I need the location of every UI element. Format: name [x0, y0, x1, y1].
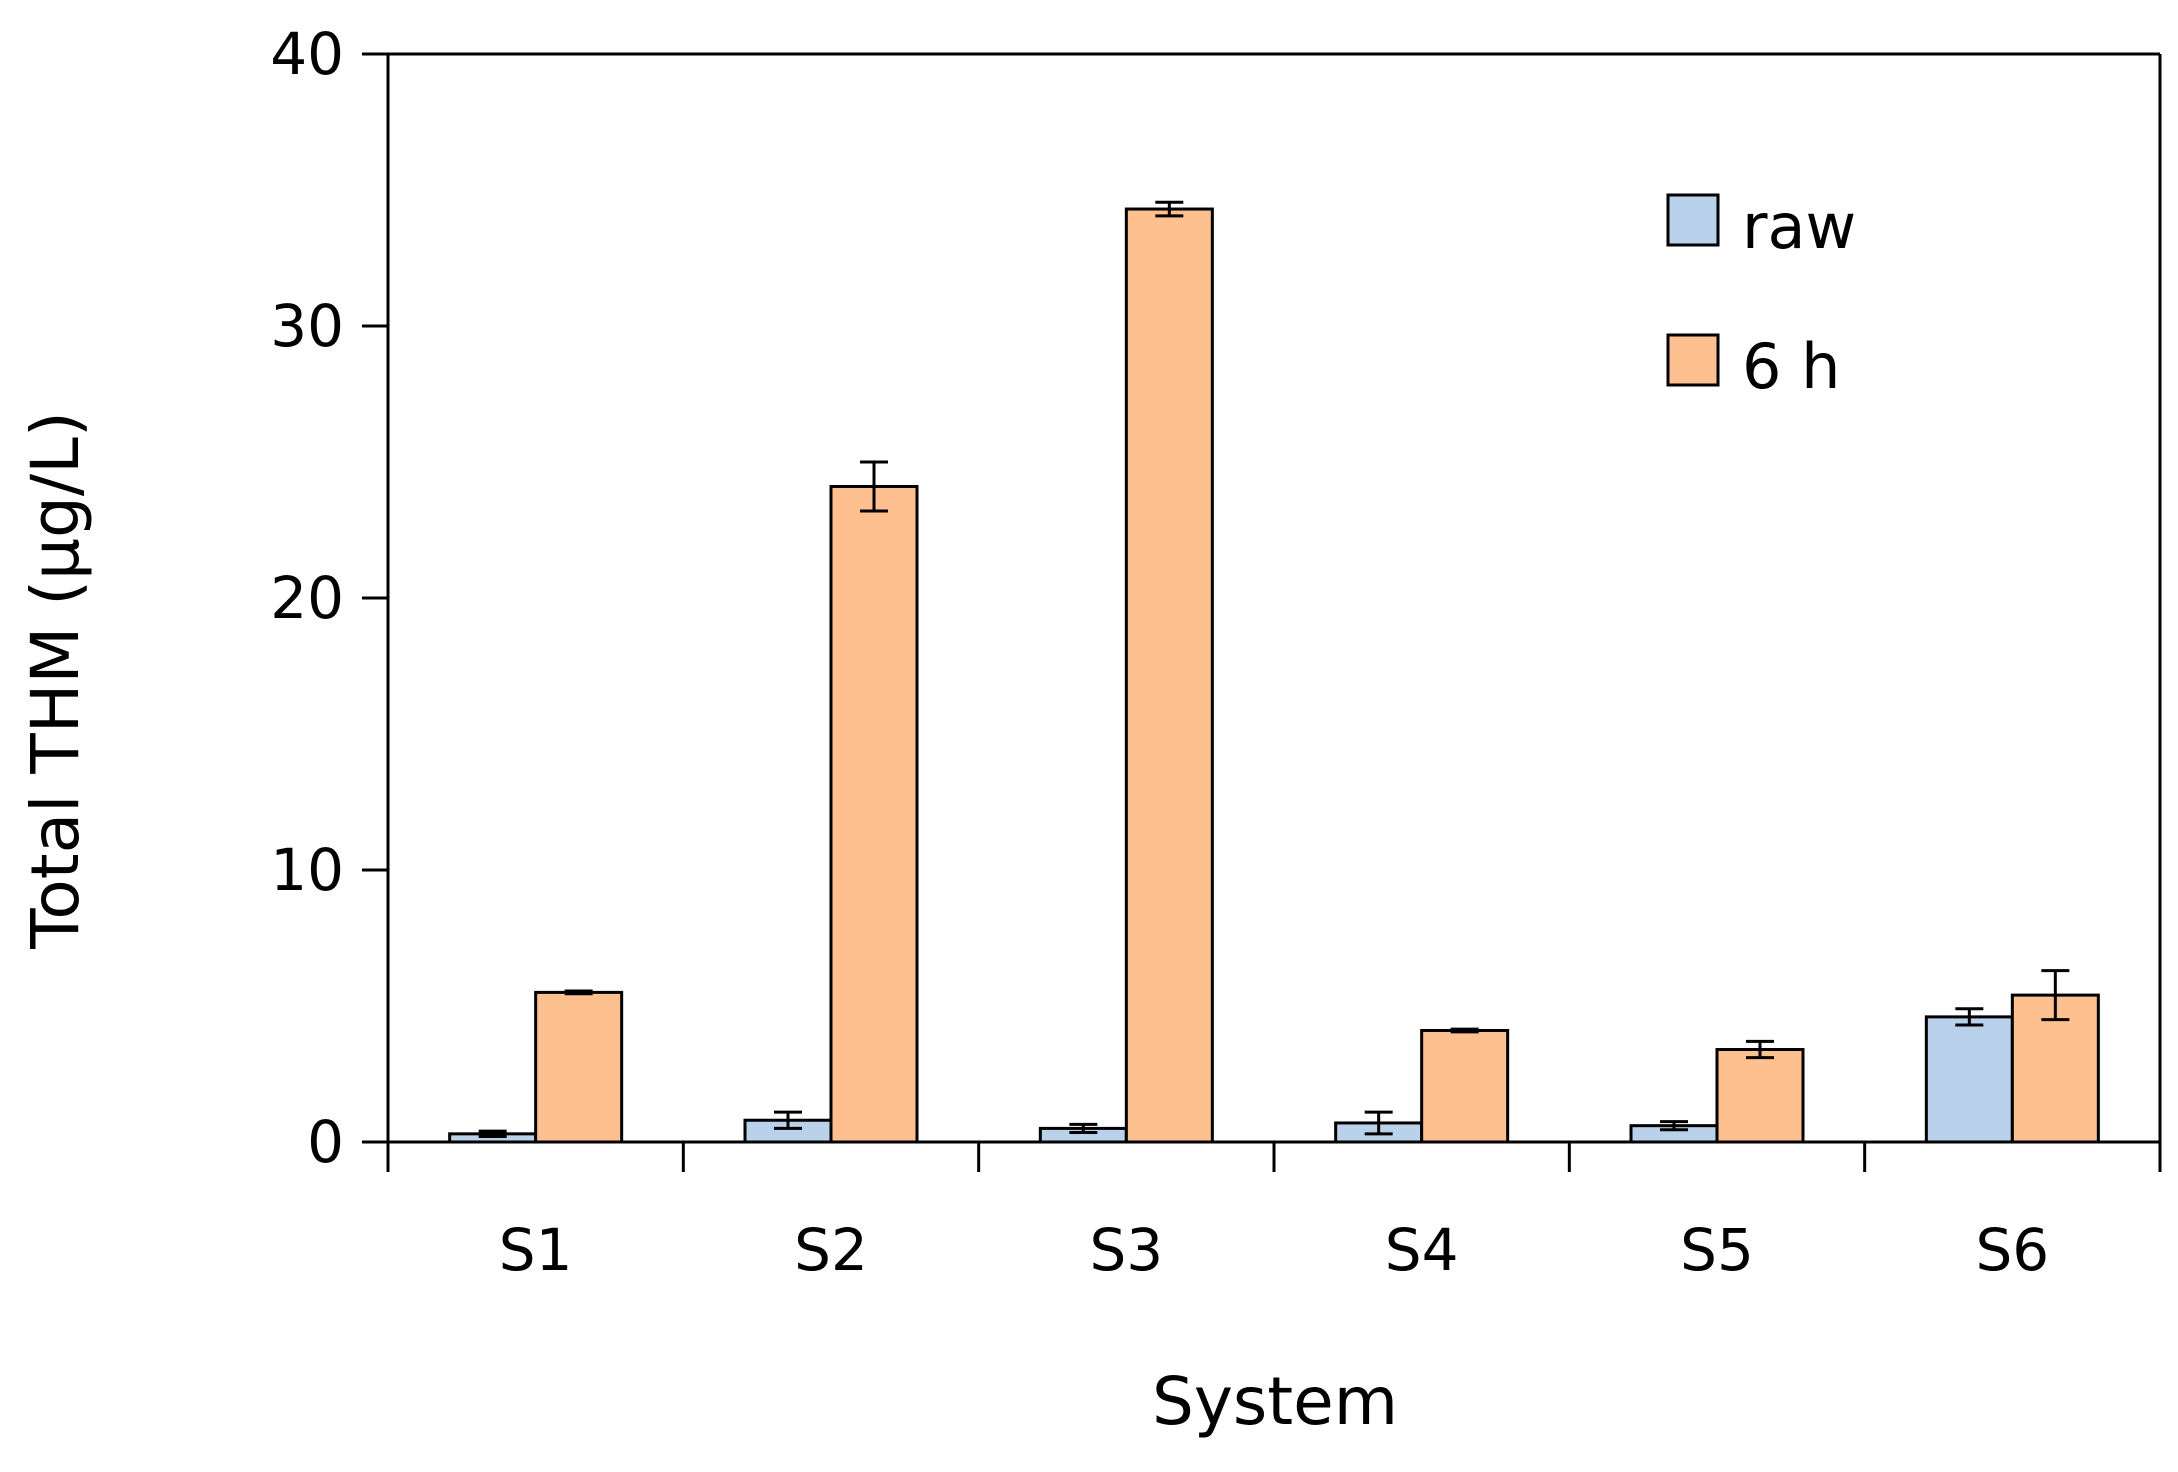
- y-tick-label: 10: [270, 836, 344, 904]
- legend: raw 6 h: [1666, 190, 1856, 403]
- x-tick-label: S6: [1975, 1216, 2049, 1284]
- legend-label: 6 h: [1742, 330, 1840, 403]
- bar-raw-S6: [1924, 1015, 2014, 1144]
- error-bars: [478, 200, 2070, 1139]
- bar-6-h-S4: [1420, 1028, 1510, 1144]
- y-tick-label: 40: [270, 20, 344, 88]
- x-tick-label: S3: [1089, 1216, 1163, 1284]
- legend-label: raw: [1742, 190, 1856, 263]
- x-tick-label: S5: [1680, 1216, 1754, 1284]
- x-tick-label: S4: [1385, 1216, 1459, 1284]
- x-tick-label: S1: [499, 1216, 573, 1284]
- bar-6-h-S3: [1124, 207, 1214, 1144]
- y-tick-label: 30: [270, 292, 344, 360]
- y-tick-label: 20: [270, 564, 344, 632]
- x-axis-title: System: [1152, 1363, 1398, 1440]
- bar-6-h-S2: [829, 484, 919, 1144]
- y-tick-label: 0: [307, 1108, 344, 1176]
- y-axis: 0 10 20 30 40: [270, 20, 2162, 1176]
- legend-swatch-6-h: [1666, 333, 1720, 387]
- bar-6-h-S1: [534, 990, 624, 1144]
- bars: [448, 207, 2100, 1144]
- y-axis-title: Total THM (μg/L): [17, 411, 94, 949]
- x-axis: S1 S2 S3 S4 S5 S6: [386, 1140, 2162, 1284]
- x-tick-label: S2: [794, 1216, 868, 1284]
- bar-6-h-S5: [1715, 1048, 1805, 1144]
- legend-swatch-raw: [1666, 193, 1720, 247]
